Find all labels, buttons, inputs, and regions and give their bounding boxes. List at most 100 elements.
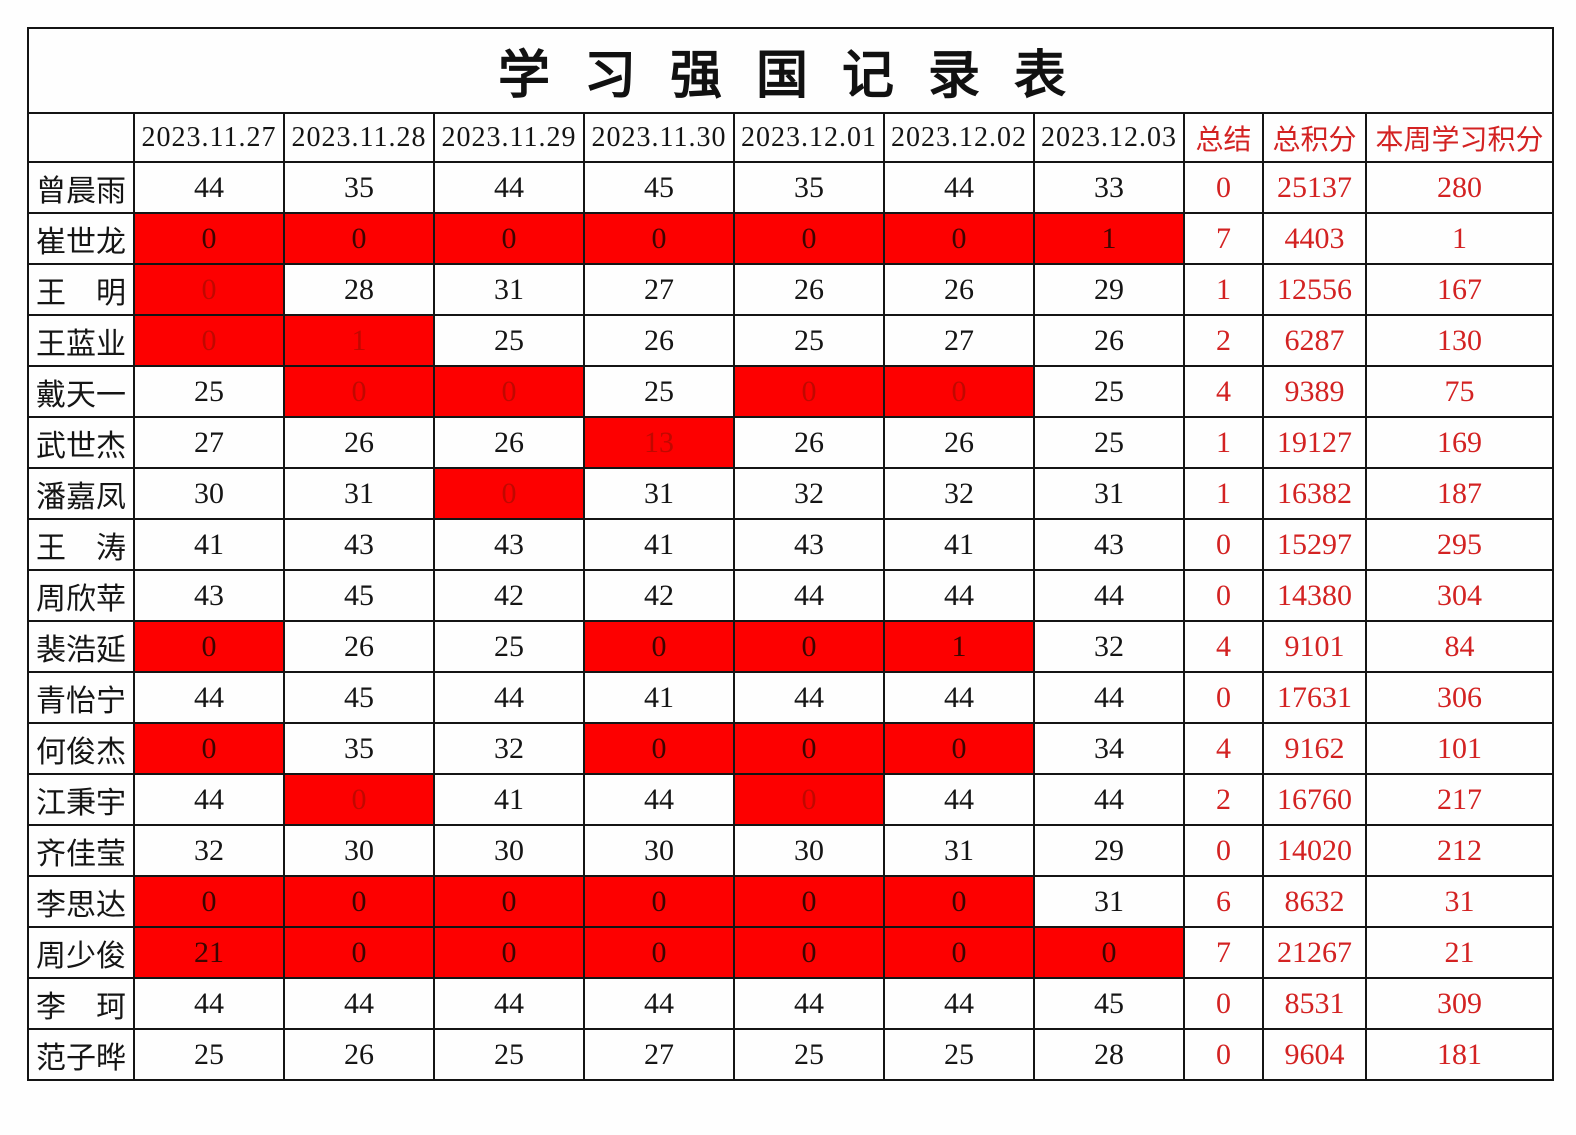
day-score-cell: 44 xyxy=(133,773,285,826)
summary-cell: 1 xyxy=(1183,416,1264,469)
day-score-cell: 27 xyxy=(133,416,285,469)
day-score-cell: 41 xyxy=(883,518,1035,571)
day-score-cell: 31 xyxy=(583,467,735,520)
day-score-cell: 27 xyxy=(883,314,1035,367)
summary-cell: 0 xyxy=(1183,1028,1264,1081)
summary-cell: 1 xyxy=(1183,263,1264,316)
day-score-cell: 25 xyxy=(733,314,885,367)
day-score-cell: 0 xyxy=(883,212,1035,265)
day-score-cell: 25 xyxy=(133,1028,285,1081)
day-score-cell: 0 xyxy=(283,365,435,418)
day-score-cell: 0 xyxy=(883,926,1035,979)
total-score-cell: 14020 xyxy=(1262,824,1367,877)
day-score-cell: 45 xyxy=(283,569,435,622)
week-score-cell: 212 xyxy=(1364,824,1555,877)
date-header-2: 2023.11.29 xyxy=(433,112,585,163)
day-score-cell: 26 xyxy=(883,263,1035,316)
day-score-cell: 35 xyxy=(283,722,435,775)
day-score-cell: 0 xyxy=(883,365,1035,418)
day-score-cell: 31 xyxy=(283,467,435,520)
total-score-cell: 6287 xyxy=(1262,314,1367,367)
day-score-cell: 0 xyxy=(733,620,885,673)
table-row: 曾晨雨 44 35 44 45 35 44 33 0 25137 280 xyxy=(27,161,1555,214)
table-row: 周少俊 21 0 0 0 0 0 0 7 21267 21 xyxy=(27,926,1555,979)
total-score-cell: 19127 xyxy=(1262,416,1367,469)
summary-header-1: 总积分 xyxy=(1262,112,1367,163)
day-score-cell: 26 xyxy=(1033,314,1185,367)
student-name: 潘嘉凤 xyxy=(27,467,135,520)
day-score-cell: 26 xyxy=(283,620,435,673)
day-score-cell: 44 xyxy=(883,773,1035,826)
day-score-cell: 0 xyxy=(283,212,435,265)
day-score-cell: 25 xyxy=(433,314,585,367)
day-score-cell: 44 xyxy=(883,161,1035,214)
day-score-cell: 27 xyxy=(583,263,735,316)
day-score-cell: 44 xyxy=(133,977,285,1030)
table-row: 青怡宁 44 45 44 41 44 44 44 0 17631 306 xyxy=(27,671,1555,724)
day-score-cell: 44 xyxy=(733,977,885,1030)
day-score-cell: 0 xyxy=(733,212,885,265)
week-score-cell: 306 xyxy=(1364,671,1555,724)
day-score-cell: 0 xyxy=(733,722,885,775)
day-score-cell: 0 xyxy=(883,722,1035,775)
day-score-cell: 30 xyxy=(133,467,285,520)
day-score-cell: 41 xyxy=(433,773,585,826)
day-score-cell: 0 xyxy=(733,926,885,979)
student-name: 裴浩延 xyxy=(27,620,135,673)
day-score-cell: 43 xyxy=(733,518,885,571)
summary-header-0: 总结 xyxy=(1183,112,1264,163)
record-table: 学习强国记录表 2023.11.27 2023.11.28 2023.11.29 20… xyxy=(26,27,1555,1081)
day-score-cell: 33 xyxy=(1033,161,1185,214)
summary-cell: 7 xyxy=(1183,212,1264,265)
day-score-cell: 44 xyxy=(433,977,585,1030)
day-score-cell: 41 xyxy=(583,518,735,571)
day-score-cell: 32 xyxy=(1033,620,1185,673)
total-score-cell: 9101 xyxy=(1262,620,1367,673)
student-name: 崔世龙 xyxy=(27,212,135,265)
summary-cell: 0 xyxy=(1183,518,1264,571)
day-score-cell: 25 xyxy=(733,1028,885,1081)
day-score-cell: 29 xyxy=(1033,263,1185,316)
day-score-cell: 1 xyxy=(1033,212,1185,265)
summary-cell: 4 xyxy=(1183,722,1264,775)
day-score-cell: 1 xyxy=(283,314,435,367)
day-score-cell: 0 xyxy=(433,365,585,418)
day-score-cell: 0 xyxy=(733,773,885,826)
student-name: 李 珂 xyxy=(27,977,135,1030)
page-title: 学习强国记录表 xyxy=(26,27,1555,114)
student-name: 李思达 xyxy=(27,875,135,928)
day-score-cell: 0 xyxy=(133,263,285,316)
week-score-cell: 1 xyxy=(1364,212,1555,265)
table-row: 崔世龙 0 0 0 0 0 0 1 7 4403 1 xyxy=(27,212,1555,265)
day-score-cell: 0 xyxy=(133,875,285,928)
day-score-cell: 26 xyxy=(283,1028,435,1081)
day-score-cell: 0 xyxy=(583,875,735,928)
day-score-cell: 44 xyxy=(583,773,735,826)
summary-header-2: 本周学习积分 xyxy=(1364,112,1555,163)
table-row: 周欣苹 43 45 42 42 44 44 44 0 14380 304 xyxy=(27,569,1555,622)
day-score-cell: 0 xyxy=(1033,926,1185,979)
week-score-cell: 304 xyxy=(1364,569,1555,622)
day-score-cell: 26 xyxy=(733,263,885,316)
day-score-cell: 0 xyxy=(433,875,585,928)
summary-cell: 0 xyxy=(1183,161,1264,214)
total-score-cell: 21267 xyxy=(1262,926,1367,979)
total-score-cell: 15297 xyxy=(1262,518,1367,571)
day-score-cell: 32 xyxy=(733,467,885,520)
total-score-cell: 16382 xyxy=(1262,467,1367,520)
day-score-cell: 44 xyxy=(433,671,585,724)
day-score-cell: 0 xyxy=(283,875,435,928)
table-row: 齐佳莹 32 30 30 30 30 31 29 0 14020 212 xyxy=(27,824,1555,877)
week-score-cell: 75 xyxy=(1364,365,1555,418)
day-score-cell: 30 xyxy=(283,824,435,877)
total-score-cell: 4403 xyxy=(1262,212,1367,265)
day-score-cell: 28 xyxy=(283,263,435,316)
day-score-cell: 42 xyxy=(583,569,735,622)
week-score-cell: 217 xyxy=(1364,773,1555,826)
table-body: 学习强国记录表 2023.11.27 2023.11.28 2023.11.29 20… xyxy=(26,27,1555,1081)
student-name: 周少俊 xyxy=(27,926,135,979)
day-score-cell: 29 xyxy=(1033,824,1185,877)
week-score-cell: 21 xyxy=(1364,926,1555,979)
summary-cell: 0 xyxy=(1183,824,1264,877)
day-score-cell: 0 xyxy=(883,875,1035,928)
